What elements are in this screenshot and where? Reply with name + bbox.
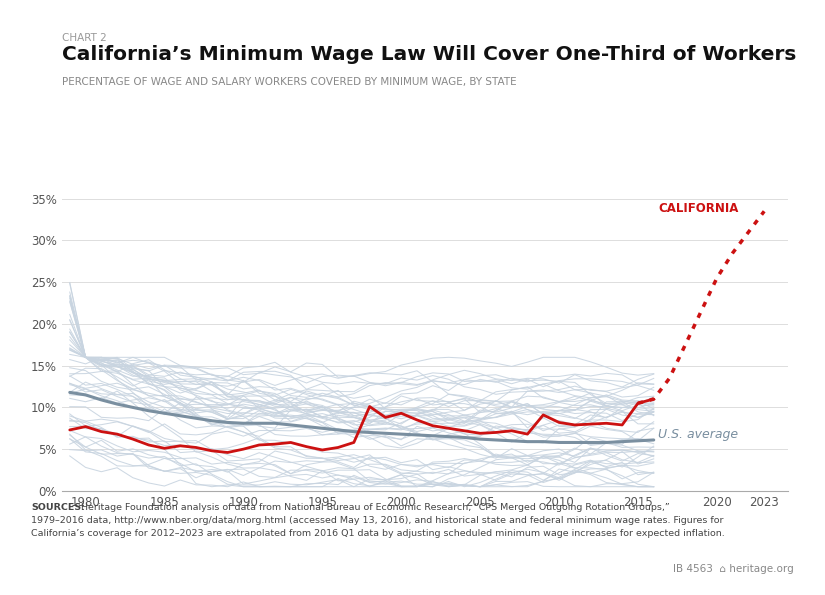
- Text: California’s Minimum Wage Law Will Cover One-Third of Workers: California’s Minimum Wage Law Will Cover…: [62, 45, 796, 64]
- Text: U.S. average: U.S. average: [658, 428, 738, 441]
- Text: IB 4563  ⌂ heritage.org: IB 4563 ⌂ heritage.org: [673, 564, 794, 574]
- Text: Heritage Foundation analysis of data from National Bureau of Economic Research, : Heritage Foundation analysis of data fro…: [78, 503, 670, 512]
- Text: 1979–2016 data, http://www.nber.org/data/morg.html (accessed May 13, 2016), and : 1979–2016 data, http://www.nber.org/data…: [31, 516, 724, 525]
- Text: CHART 2: CHART 2: [62, 33, 106, 43]
- Text: SOURCES:: SOURCES:: [31, 503, 85, 512]
- Text: CALIFORNIA: CALIFORNIA: [658, 202, 739, 215]
- Text: California’s coverage for 2012–2023 are extrapolated from 2016 Q1 data by adjust: California’s coverage for 2012–2023 are …: [31, 529, 725, 538]
- Text: PERCENTAGE OF WAGE AND SALARY WORKERS COVERED BY MINIMUM WAGE, BY STATE: PERCENTAGE OF WAGE AND SALARY WORKERS CO…: [62, 77, 516, 87]
